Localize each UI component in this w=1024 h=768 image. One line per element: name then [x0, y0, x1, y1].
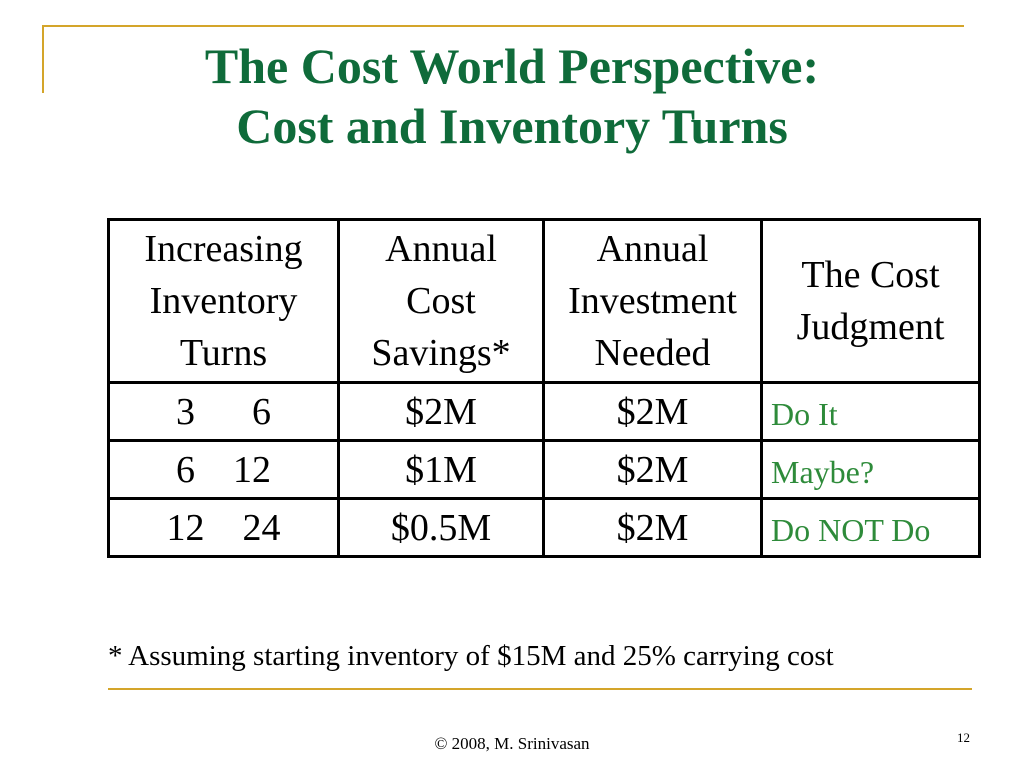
- copyright-notice: © 2008, M. Srinivasan: [434, 734, 590, 753]
- cell-investment: $2M: [542, 497, 763, 558]
- top-rule: [42, 25, 964, 27]
- header-turns: Increasing Inventory Turns: [107, 218, 340, 384]
- cell-savings: $2M: [337, 381, 545, 442]
- footnote: * Assuming starting inventory of $15M an…: [108, 640, 834, 672]
- header-investment: Annual Investment Needed: [542, 218, 763, 384]
- cost-table: Increasing Inventory Turns Annual Cost S…: [107, 218, 981, 558]
- page-number: 12: [957, 730, 970, 745]
- header-judgment: The Cost Judgment: [760, 218, 981, 384]
- slide-title: The Cost World Perspective: Cost and Inv…: [60, 36, 964, 156]
- table-header-row: Increasing Inventory Turns Annual Cost S…: [107, 218, 981, 384]
- cell-turns: 6 12: [107, 439, 340, 500]
- table-row: 12 24 $0.5M $2M Do NOT Do: [107, 497, 981, 558]
- table-row: 6 12 $1M $2M Maybe?: [107, 439, 981, 500]
- cell-turns: 12 24: [107, 497, 340, 558]
- cell-savings: $1M: [337, 439, 545, 500]
- cell-judgment: Do NOT Do: [760, 497, 981, 558]
- bottom-rule: [108, 688, 972, 690]
- title-line-1: The Cost World Perspective:: [204, 38, 820, 94]
- table-row: 3 6 $2M $2M Do It: [107, 381, 981, 442]
- cell-judgment: Do It: [760, 381, 981, 442]
- cell-investment: $2M: [542, 439, 763, 500]
- left-rule: [42, 25, 44, 93]
- cell-judgment: Maybe?: [760, 439, 981, 500]
- title-line-2: Cost and Inventory Turns: [236, 98, 788, 154]
- cell-investment: $2M: [542, 381, 763, 442]
- cell-savings: $0.5M: [337, 497, 545, 558]
- cell-turns: 3 6: [107, 381, 340, 442]
- header-savings: Annual Cost Savings*: [337, 218, 545, 384]
